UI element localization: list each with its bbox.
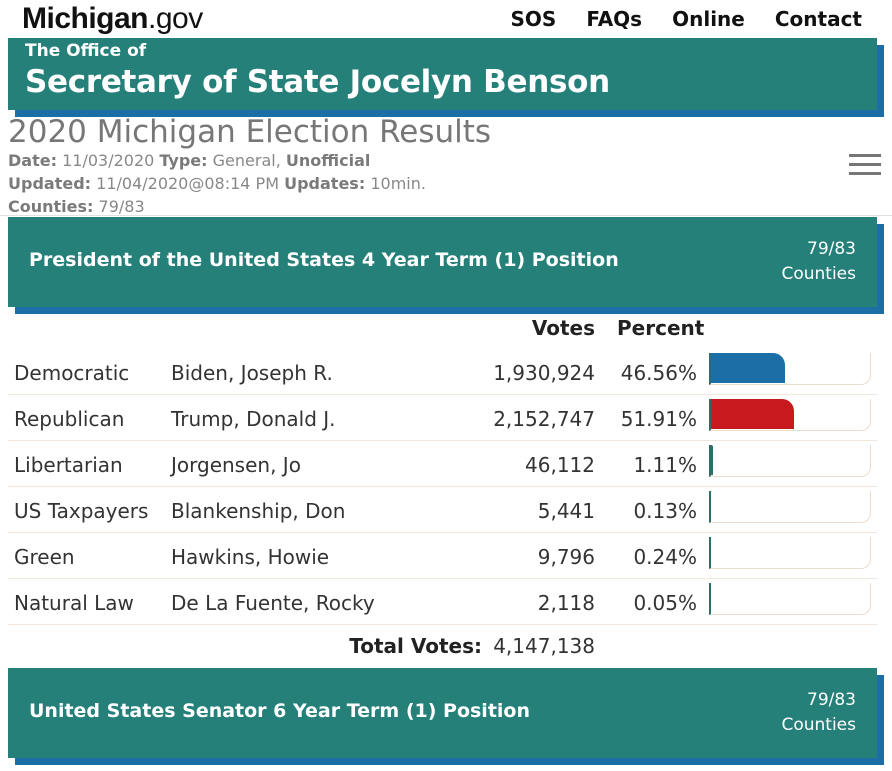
candidate-name: Biden, Joseph R.	[171, 361, 333, 385]
candidate-name: Trump, Donald J.	[171, 407, 336, 431]
result-row: US Taxpayers Blankenship, Don 5,441 0.13%	[8, 487, 877, 533]
result-row: Republican Trump, Donald J. 2,152,747 51.91…	[8, 395, 877, 441]
michigan-gov-logo[interactable]: Michigan.gov	[22, 2, 203, 36]
party-name: Green	[14, 545, 75, 569]
vote-percent: 51.91%	[620, 407, 697, 431]
race-title: President of the United States 4 Year Te…	[29, 249, 619, 271]
meta-date-type: Date: 11/03/2020 Type: General, Unoffici…	[8, 151, 370, 170]
percent-bar-track	[709, 583, 871, 615]
nav-link-online[interactable]: Online	[672, 7, 745, 31]
party-name: US Taxpayers	[14, 499, 149, 523]
vote-count: 1,930,924	[493, 361, 595, 385]
banner-title: Secretary of State Jocelyn Benson	[25, 64, 610, 100]
result-row: Democratic Biden, Joseph R. 1,930,924 46.56…	[8, 349, 877, 395]
party-name: Natural Law	[14, 591, 134, 615]
party-name: Democratic	[14, 361, 130, 385]
vote-percent: 46.56%	[620, 361, 697, 385]
percent-bar-fill	[711, 353, 785, 383]
result-row: Libertarian Jorgensen, Jo 46,112 1.11%	[8, 441, 877, 487]
logo-bold-text: Michigan	[22, 2, 149, 35]
nav-link-contact[interactable]: Contact	[774, 7, 862, 31]
column-header-percent: Percent	[617, 316, 705, 340]
race-counties-count: 79/83	[807, 690, 856, 710]
candidate-name: Blankenship, Don	[171, 499, 346, 523]
top-navigation: Michigan.gov SOS FAQs Online Contact	[0, 0, 892, 36]
vote-percent: 0.05%	[633, 591, 697, 615]
vote-count: 2,118	[537, 591, 595, 615]
logo-gov-text: .gov	[148, 2, 203, 35]
race-header-president[interactable]: President of the United States 4 Year Te…	[8, 217, 877, 307]
page-title: 2020 Michigan Election Results	[8, 114, 492, 150]
percent-bar-track	[709, 399, 871, 431]
updated-value: 11/04/2020@08:14 PM	[96, 174, 280, 193]
meta-updated: Updated: 11/04/2020@08:14 PM Updates: 10…	[8, 174, 426, 193]
candidate-name: De La Fuente, Rocky	[171, 591, 375, 615]
updates-label: Updates:	[284, 174, 366, 193]
total-votes-value: 4,147,138	[493, 634, 595, 658]
divider	[0, 215, 892, 216]
type-value: General,	[212, 151, 281, 170]
race-header-senator[interactable]: United States Senator 6 Year Term (1) Po…	[8, 668, 877, 758]
percent-bar-fill	[711, 445, 713, 475]
party-name: Libertarian	[14, 453, 123, 477]
percent-bar-fill	[711, 399, 794, 429]
race-counties-word: Counties	[781, 264, 856, 284]
total-votes-label: Total Votes:	[349, 634, 482, 658]
party-name: Republican	[14, 407, 125, 431]
vote-count: 9,796	[537, 545, 595, 569]
percent-bar-track	[709, 445, 871, 477]
vote-percent: 1.11%	[633, 453, 697, 477]
updates-value: 10min.	[370, 174, 426, 193]
percent-bar-track	[709, 491, 871, 523]
hamburger-menu-icon[interactable]	[849, 154, 881, 178]
sos-banner[interactable]: The Office of Secretary of State Jocelyn…	[8, 38, 877, 110]
candidate-name: Hawkins, Howie	[171, 545, 330, 569]
counties-label: Counties:	[8, 197, 94, 216]
column-header-votes: Votes	[531, 316, 595, 340]
candidate-name: Jorgensen, Jo	[171, 453, 301, 477]
race-counties: 79/83 Counties	[781, 237, 856, 287]
type-label: Type:	[159, 151, 208, 170]
vote-percent: 0.13%	[633, 499, 697, 523]
vote-count: 5,441	[537, 499, 595, 523]
race-counties-word: Counties	[781, 715, 856, 735]
result-row: Natural Law De La Fuente, Rocky 2,118 0.05%	[8, 579, 877, 625]
date-value: 11/03/2020	[62, 151, 155, 170]
status-value: Unofficial	[285, 151, 371, 170]
date-label: Date:	[8, 151, 57, 170]
counties-value: 79/83	[98, 197, 145, 216]
updated-label: Updated:	[8, 174, 92, 193]
race-counties-count: 79/83	[807, 239, 856, 259]
race-title: United States Senator 6 Year Term (1) Po…	[29, 700, 530, 722]
result-row: Green Hawkins, Howie 9,796 0.24%	[8, 533, 877, 579]
nav-link-faqs[interactable]: FAQs	[586, 7, 643, 31]
vote-count: 2,152,747	[493, 407, 595, 431]
race-counties: 79/83 Counties	[781, 688, 856, 738]
banner-subtitle: The Office of	[25, 41, 147, 61]
vote-count: 46,112	[525, 453, 595, 477]
nav-link-sos[interactable]: SOS	[510, 7, 557, 31]
percent-bar-track	[709, 353, 871, 385]
percent-bar-track	[709, 537, 871, 569]
nav-links: SOS FAQs Online Contact	[511, 7, 862, 31]
vote-percent: 0.24%	[633, 545, 697, 569]
meta-counties: Counties: 79/83	[8, 197, 145, 216]
